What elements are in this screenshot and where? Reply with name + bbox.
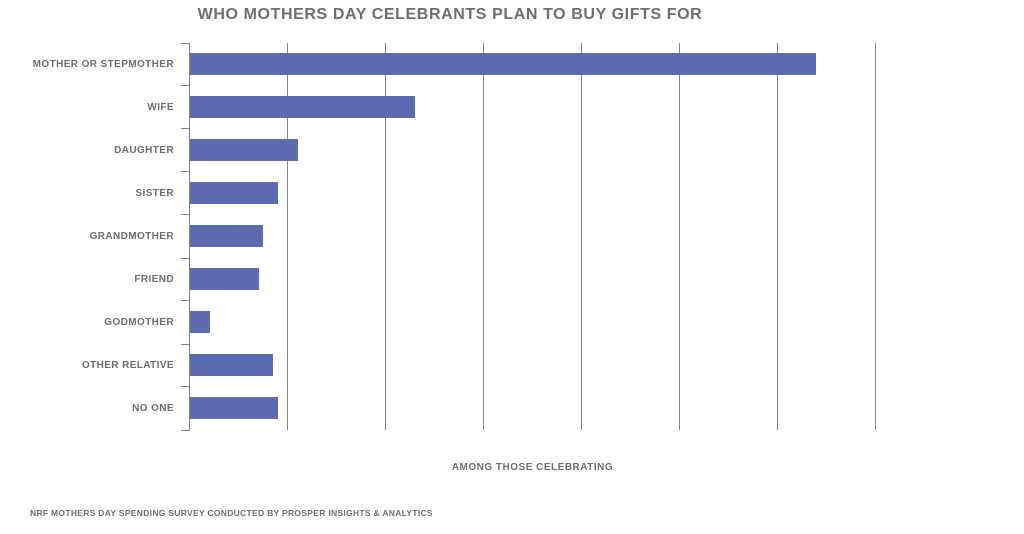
category-label-godmother: GODMOTHER [104, 316, 174, 328]
gridline-70 [874, 43, 876, 430]
y-axis-tick [181, 343, 190, 345]
y-axis-tick [181, 171, 190, 173]
category-label-sister: SISTER [135, 187, 174, 199]
y-axis-tick [181, 128, 190, 130]
y-axis-tick [181, 257, 190, 259]
y-axis-tick [181, 85, 190, 87]
y-axis-tick [181, 42, 190, 44]
bar-mother-or-stepmother [190, 53, 817, 75]
gridline-40 [580, 43, 582, 430]
category-label-other-relative: OTHER RELATIVE [81, 360, 174, 371]
bar-daughter [190, 138, 298, 161]
category-label-no-one: NO ONE [132, 403, 174, 414]
bar-other-relative [190, 354, 274, 376]
gridline-50 [678, 43, 680, 430]
y-axis-tick [181, 214, 190, 216]
gridline-10 [287, 43, 289, 430]
x-axis-label: AMONG THOSE CELEBRATING [451, 462, 614, 473]
bar-wife [190, 95, 416, 118]
gridline-20 [385, 43, 387, 430]
bar-godmother [190, 310, 210, 333]
gridline-60 [776, 43, 778, 430]
y-axis-line [189, 43, 190, 430]
category-label-wife: WIFE [147, 102, 174, 113]
category-label-daughter: DAUGHTER [114, 145, 174, 156]
gridline-30 [483, 43, 485, 430]
bar-sister [190, 181, 279, 204]
bar-grandmother [190, 224, 264, 247]
source-attribution: NRF MOTHERS DAY SPENDING SURVEY CONDUCTE… [30, 508, 433, 518]
plot-area [181, 42, 876, 431]
category-labels: MOTHER OR STEPMOTHER WIFE DAUGHTER SISTER GR… [0, 43, 190, 430]
y-axis-tick [181, 386, 190, 388]
y-axis-tick [181, 300, 190, 302]
bar-friend [190, 268, 259, 290]
category-label-mother-or-stepmother: MOTHER OR STEPMOTHER [32, 59, 174, 70]
category-label-friend: FRIEND [134, 274, 174, 285]
bar-no-one [190, 396, 279, 419]
category-label-grandmother: GRANDMOTHER [89, 231, 174, 242]
chart-title: WHO MOTHERS DAY CELEBRANTS PLAN TO BUY G… [197, 6, 703, 23]
y-axis-tick [181, 429, 190, 431]
